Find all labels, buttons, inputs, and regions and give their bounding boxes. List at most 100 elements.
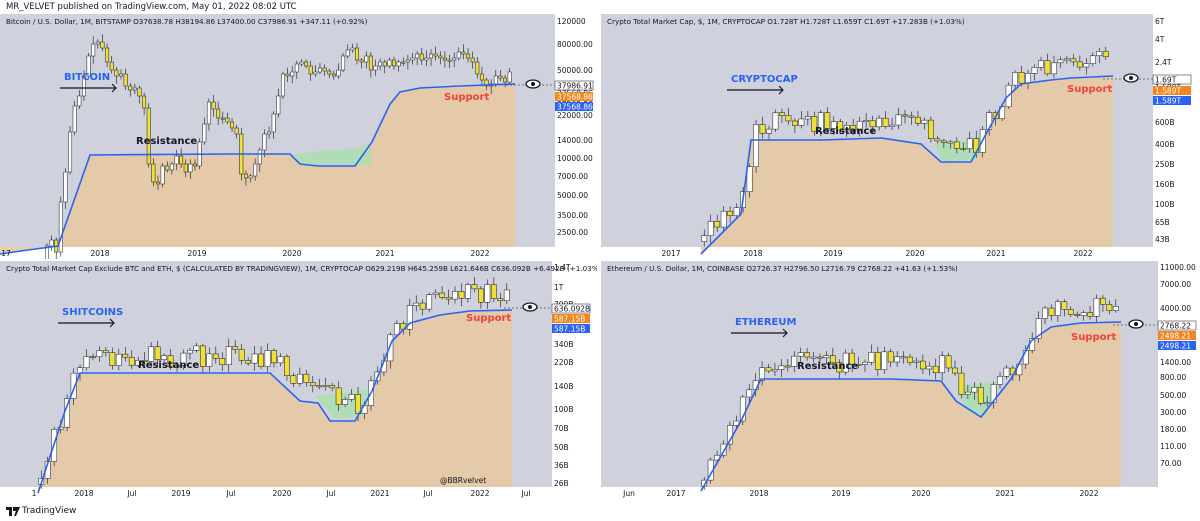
- eye-icon: [525, 79, 541, 89]
- candle-body: [876, 117, 882, 128]
- chart-panel-shitcoins[interactable]: SHITCOINSResistanceSupport1.4T1T700B636.…: [0, 261, 597, 499]
- y-tick-label: 36B: [554, 461, 569, 470]
- candle-body: [977, 387, 984, 404]
- candle-body: [424, 57, 429, 61]
- asset-label: SHITCOINS: [62, 307, 123, 318]
- chart-svg: BITCOIN Resistance Support 120000 80000.00 50…: [0, 14, 597, 259]
- time-axis-strip: [0, 487, 597, 499]
- candle-body: [355, 47, 359, 61]
- candle-body: [934, 138, 941, 142]
- candle-body: [837, 121, 844, 132]
- candle-body: [373, 65, 378, 71]
- candle-body: [63, 171, 68, 203]
- price-tag-label: 2498.21: [1160, 342, 1191, 351]
- candle-body: [303, 373, 310, 383]
- candle-body: [299, 61, 304, 65]
- y-tick-label: 120000: [557, 17, 586, 26]
- candle-body: [304, 61, 309, 67]
- candle-body: [862, 361, 868, 365]
- price-tag: [1152, 74, 1192, 85]
- candle-body: [432, 292, 439, 295]
- candle-body: [1102, 51, 1109, 57]
- y-tick-label: 11000.00: [1160, 263, 1196, 272]
- y-tick-label: 180.00: [1160, 425, 1186, 434]
- candle-body: [843, 125, 850, 132]
- candle-body: [77, 95, 82, 107]
- y-tick-label: 1400.00: [1160, 358, 1191, 367]
- candle-body: [44, 245, 49, 259]
- candle-body: [759, 124, 766, 134]
- y-tick-label: 3500.00: [557, 211, 588, 220]
- candle-body: [928, 119, 934, 139]
- candle-body: [940, 140, 947, 143]
- chart-panel-ethereum[interactable]: ETHEREUM Resistance Support 11000.00 7000.00…: [601, 261, 1200, 499]
- support-area-fill: [38, 310, 512, 493]
- candle-body: [1067, 309, 1074, 315]
- price-tag: [1153, 86, 1191, 95]
- candle-body: [791, 355, 798, 367]
- candle-body: [135, 360, 142, 366]
- candle-body: [1070, 58, 1077, 63]
- candle-body: [206, 101, 211, 125]
- candle-body: [68, 131, 73, 173]
- candle-body: [331, 73, 336, 77]
- price-tag: [551, 303, 591, 314]
- y-tick-label: 7000.00: [557, 172, 588, 181]
- resistance-label: Resistance: [797, 361, 858, 372]
- candle-body: [109, 352, 116, 366]
- candle-body: [248, 175, 253, 179]
- candle-body: [70, 372, 77, 399]
- support-resistance-line: [700, 75, 1114, 255]
- chart-title: Bitcoin / U.S. Dollar, 1M, BITSTAMP O376…: [6, 17, 368, 26]
- time-axis-strip: [601, 487, 1200, 499]
- candle-body: [490, 284, 497, 299]
- candle-body: [280, 73, 285, 97]
- price-tag-label: 636.092B: [554, 305, 590, 314]
- chart-panel-bitcoin[interactable]: BITCOIN Resistance Support 120000 80000.00 50…: [0, 14, 597, 259]
- candle-body: [313, 71, 318, 75]
- candle-body: [238, 349, 245, 361]
- price-tag-label: 587.15B: [554, 315, 585, 324]
- candle-body: [863, 120, 870, 122]
- x-tick-label: 17: [1, 249, 11, 258]
- x-tick-label: 2021: [375, 249, 394, 258]
- candle-body: [83, 356, 90, 368]
- x-tick-label: 2020: [905, 249, 924, 258]
- candle-body: [350, 47, 355, 51]
- candle-body: [1038, 60, 1044, 68]
- candle-body: [932, 365, 939, 374]
- candle-body: [1096, 51, 1103, 57]
- candle-body: [966, 138, 973, 149]
- x-tick-label: 2022: [470, 249, 489, 258]
- candle-body: [165, 165, 170, 171]
- candle-body: [359, 59, 364, 63]
- support-area-fill: [701, 322, 1121, 491]
- candle-body: [141, 360, 148, 362]
- y-tick-label: 2500.00: [557, 228, 588, 237]
- candle-body: [95, 41, 100, 45]
- chart-panel-cryptocap[interactable]: CRYPTOCAP Resistance Support 6T 4T 2.4T 1.69T 1…: [601, 14, 1200, 259]
- candle-body: [900, 356, 907, 359]
- candle-body: [253, 163, 258, 177]
- candle-body: [232, 346, 239, 350]
- y-tick-label: 50000.00: [557, 66, 593, 75]
- candle-body: [1112, 306, 1119, 311]
- eye-icon: [522, 302, 538, 312]
- candle-body: [439, 292, 445, 298]
- price-tag-label: 1.589T: [1155, 87, 1181, 96]
- x-tick-label: Jul: [520, 489, 530, 498]
- candle-body: [57, 426, 64, 430]
- publish-header: MR_VELVET published on TradingView.com, …: [0, 0, 1200, 14]
- candle-body: [308, 65, 313, 75]
- price-tag: [555, 102, 593, 111]
- candle-body: [907, 356, 913, 363]
- candle-body: [257, 149, 262, 165]
- candle-body: [161, 355, 167, 360]
- price-axis-strip: [1158, 261, 1200, 499]
- candle-body: [778, 365, 785, 370]
- candle-body: [503, 289, 510, 301]
- candle-body: [393, 323, 400, 336]
- x-tick-label: 2020: [911, 489, 930, 498]
- candle-body: [96, 350, 103, 357]
- candle-body: [1100, 297, 1106, 305]
